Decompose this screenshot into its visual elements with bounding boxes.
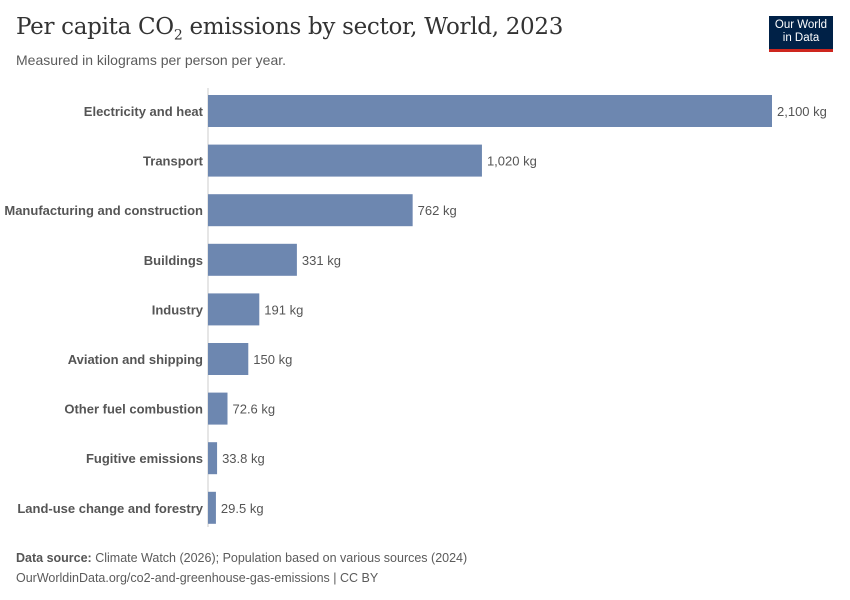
value-label: 1,020 kg (487, 154, 537, 169)
bar[interactable] (208, 293, 260, 326)
source-url[interactable]: OurWorldinData.org/co2-and-greenhouse-ga… (16, 571, 379, 585)
category-label: Buildings (144, 253, 203, 268)
value-label: 29.5 kg (221, 501, 264, 516)
value-label: 762 kg (418, 203, 457, 218)
category-label: Land-use change and forestry (17, 501, 203, 516)
bar[interactable] (208, 95, 772, 127)
value-label: 2,100 kg (777, 104, 827, 119)
category-label: Other fuel combustion (64, 402, 203, 417)
data-source: Data source: Climate Watch (2026); Popul… (16, 551, 468, 565)
category-label: Transport (143, 154, 204, 169)
bar[interactable] (208, 392, 228, 425)
chart-subtitle: Measured in kilograms per person per yea… (16, 52, 287, 68)
owid-logo[interactable]: Our World in Data (769, 16, 833, 52)
bar-chart: Electricity and heat 2,100 kg Transport 1,0… (4, 88, 827, 527)
category-label: Electricity and heat (84, 104, 204, 119)
category-label: Manufacturing and construction (4, 203, 203, 218)
bar[interactable] (208, 144, 482, 177)
chart-title: Per capita CO2 emissions by sector, Worl… (16, 14, 564, 44)
value-label: 72.6 kg (232, 402, 275, 417)
value-label: 191 kg (264, 302, 303, 317)
category-label: Industry (152, 302, 204, 317)
bar[interactable] (208, 343, 249, 375)
value-label: 150 kg (253, 352, 292, 367)
bar[interactable] (208, 194, 413, 227)
category-label: Aviation and shipping (68, 352, 203, 367)
footer: Data source: Climate Watch (2026); Popul… (16, 548, 467, 588)
category-label: Fugitive emissions (86, 451, 203, 466)
bar[interactable] (208, 491, 216, 524)
value-label: 33.8 kg (222, 451, 265, 466)
bar[interactable] (208, 442, 218, 475)
bar[interactable] (208, 243, 297, 276)
value-label: 331 kg (302, 253, 341, 268)
